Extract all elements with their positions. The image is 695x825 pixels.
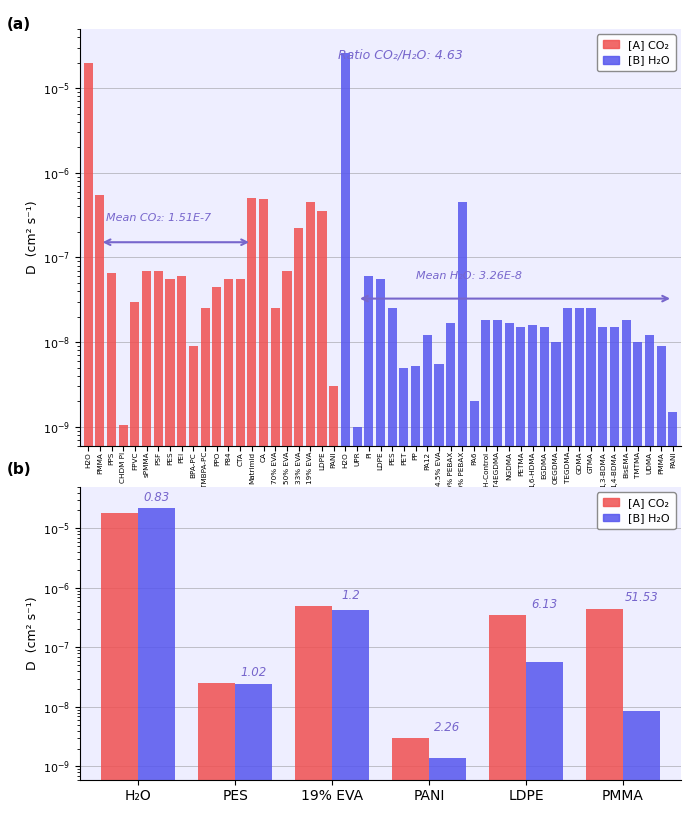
Bar	[212, 287, 221, 825]
Bar	[198, 683, 235, 825]
Bar	[131, 302, 140, 825]
Bar	[364, 276, 373, 825]
Text: (b): (b)	[7, 462, 31, 478]
Text: Ratio CO₂/H₂O: 4.63: Ratio CO₂/H₂O: 4.63	[338, 48, 464, 61]
Bar	[138, 508, 175, 825]
Bar	[669, 412, 678, 825]
Bar	[540, 328, 549, 825]
Legend: [A] CO₂, [B] H₂O: [A] CO₂, [B] H₂O	[597, 493, 676, 529]
Bar	[528, 325, 537, 825]
Bar	[458, 202, 467, 825]
Bar	[388, 309, 397, 825]
Bar	[470, 401, 479, 825]
Bar	[142, 271, 151, 825]
Text: 1.02: 1.02	[240, 666, 267, 679]
Bar	[270, 309, 280, 825]
Bar	[332, 610, 369, 825]
Bar	[633, 342, 642, 825]
Bar	[235, 684, 272, 825]
Bar	[294, 229, 303, 825]
Bar	[586, 609, 623, 825]
Bar	[434, 364, 443, 825]
Bar	[446, 323, 455, 825]
Bar	[505, 323, 514, 825]
Text: Mean H₂O: 3.26E-8: Mean H₂O: 3.26E-8	[416, 271, 522, 281]
Bar	[95, 195, 104, 825]
Bar	[247, 198, 256, 825]
Bar	[329, 386, 338, 825]
Text: 2.26: 2.26	[434, 721, 461, 733]
Bar	[236, 280, 245, 825]
Text: Mean CO₂: 1.51E-7: Mean CO₂: 1.51E-7	[106, 213, 211, 223]
Bar	[429, 757, 466, 825]
Y-axis label: D  (cm² s⁻¹): D (cm² s⁻¹)	[26, 596, 39, 670]
Bar	[587, 309, 596, 825]
Bar	[165, 280, 174, 825]
Text: 0.83: 0.83	[143, 491, 170, 504]
Bar	[154, 271, 163, 825]
Bar	[282, 271, 291, 825]
Text: 6.13: 6.13	[531, 598, 557, 610]
Bar	[83, 63, 92, 825]
Bar	[392, 738, 429, 825]
Bar	[352, 427, 361, 825]
Bar	[189, 346, 198, 825]
Bar	[623, 710, 660, 825]
Bar	[489, 615, 526, 825]
Bar	[306, 202, 315, 825]
Bar	[341, 53, 350, 825]
Bar	[101, 513, 138, 825]
Bar	[563, 309, 572, 825]
Bar	[295, 606, 332, 825]
Bar	[610, 328, 619, 825]
Bar	[645, 335, 654, 825]
Y-axis label: D  (cm² s⁻¹): D (cm² s⁻¹)	[26, 200, 39, 274]
Bar	[481, 320, 491, 825]
Bar	[259, 199, 268, 825]
Bar	[107, 273, 116, 825]
Bar	[423, 335, 432, 825]
Bar	[177, 276, 186, 825]
Bar	[657, 346, 666, 825]
Bar	[411, 366, 420, 825]
Bar	[621, 320, 630, 825]
Bar	[598, 328, 607, 825]
Bar	[400, 368, 409, 825]
Bar	[224, 280, 233, 825]
Legend: [A] CO₂, [B] H₂O: [A] CO₂, [B] H₂O	[597, 35, 676, 71]
Text: 51.53: 51.53	[625, 592, 658, 604]
Bar	[551, 342, 560, 825]
Bar	[526, 662, 563, 825]
Bar	[516, 328, 525, 825]
Text: 1.2: 1.2	[341, 588, 360, 601]
Bar	[318, 211, 327, 825]
Text: (a): (a)	[7, 16, 31, 32]
Bar	[119, 425, 128, 825]
Bar	[575, 309, 584, 825]
Bar	[376, 280, 385, 825]
Bar	[201, 309, 210, 825]
Bar	[493, 320, 502, 825]
